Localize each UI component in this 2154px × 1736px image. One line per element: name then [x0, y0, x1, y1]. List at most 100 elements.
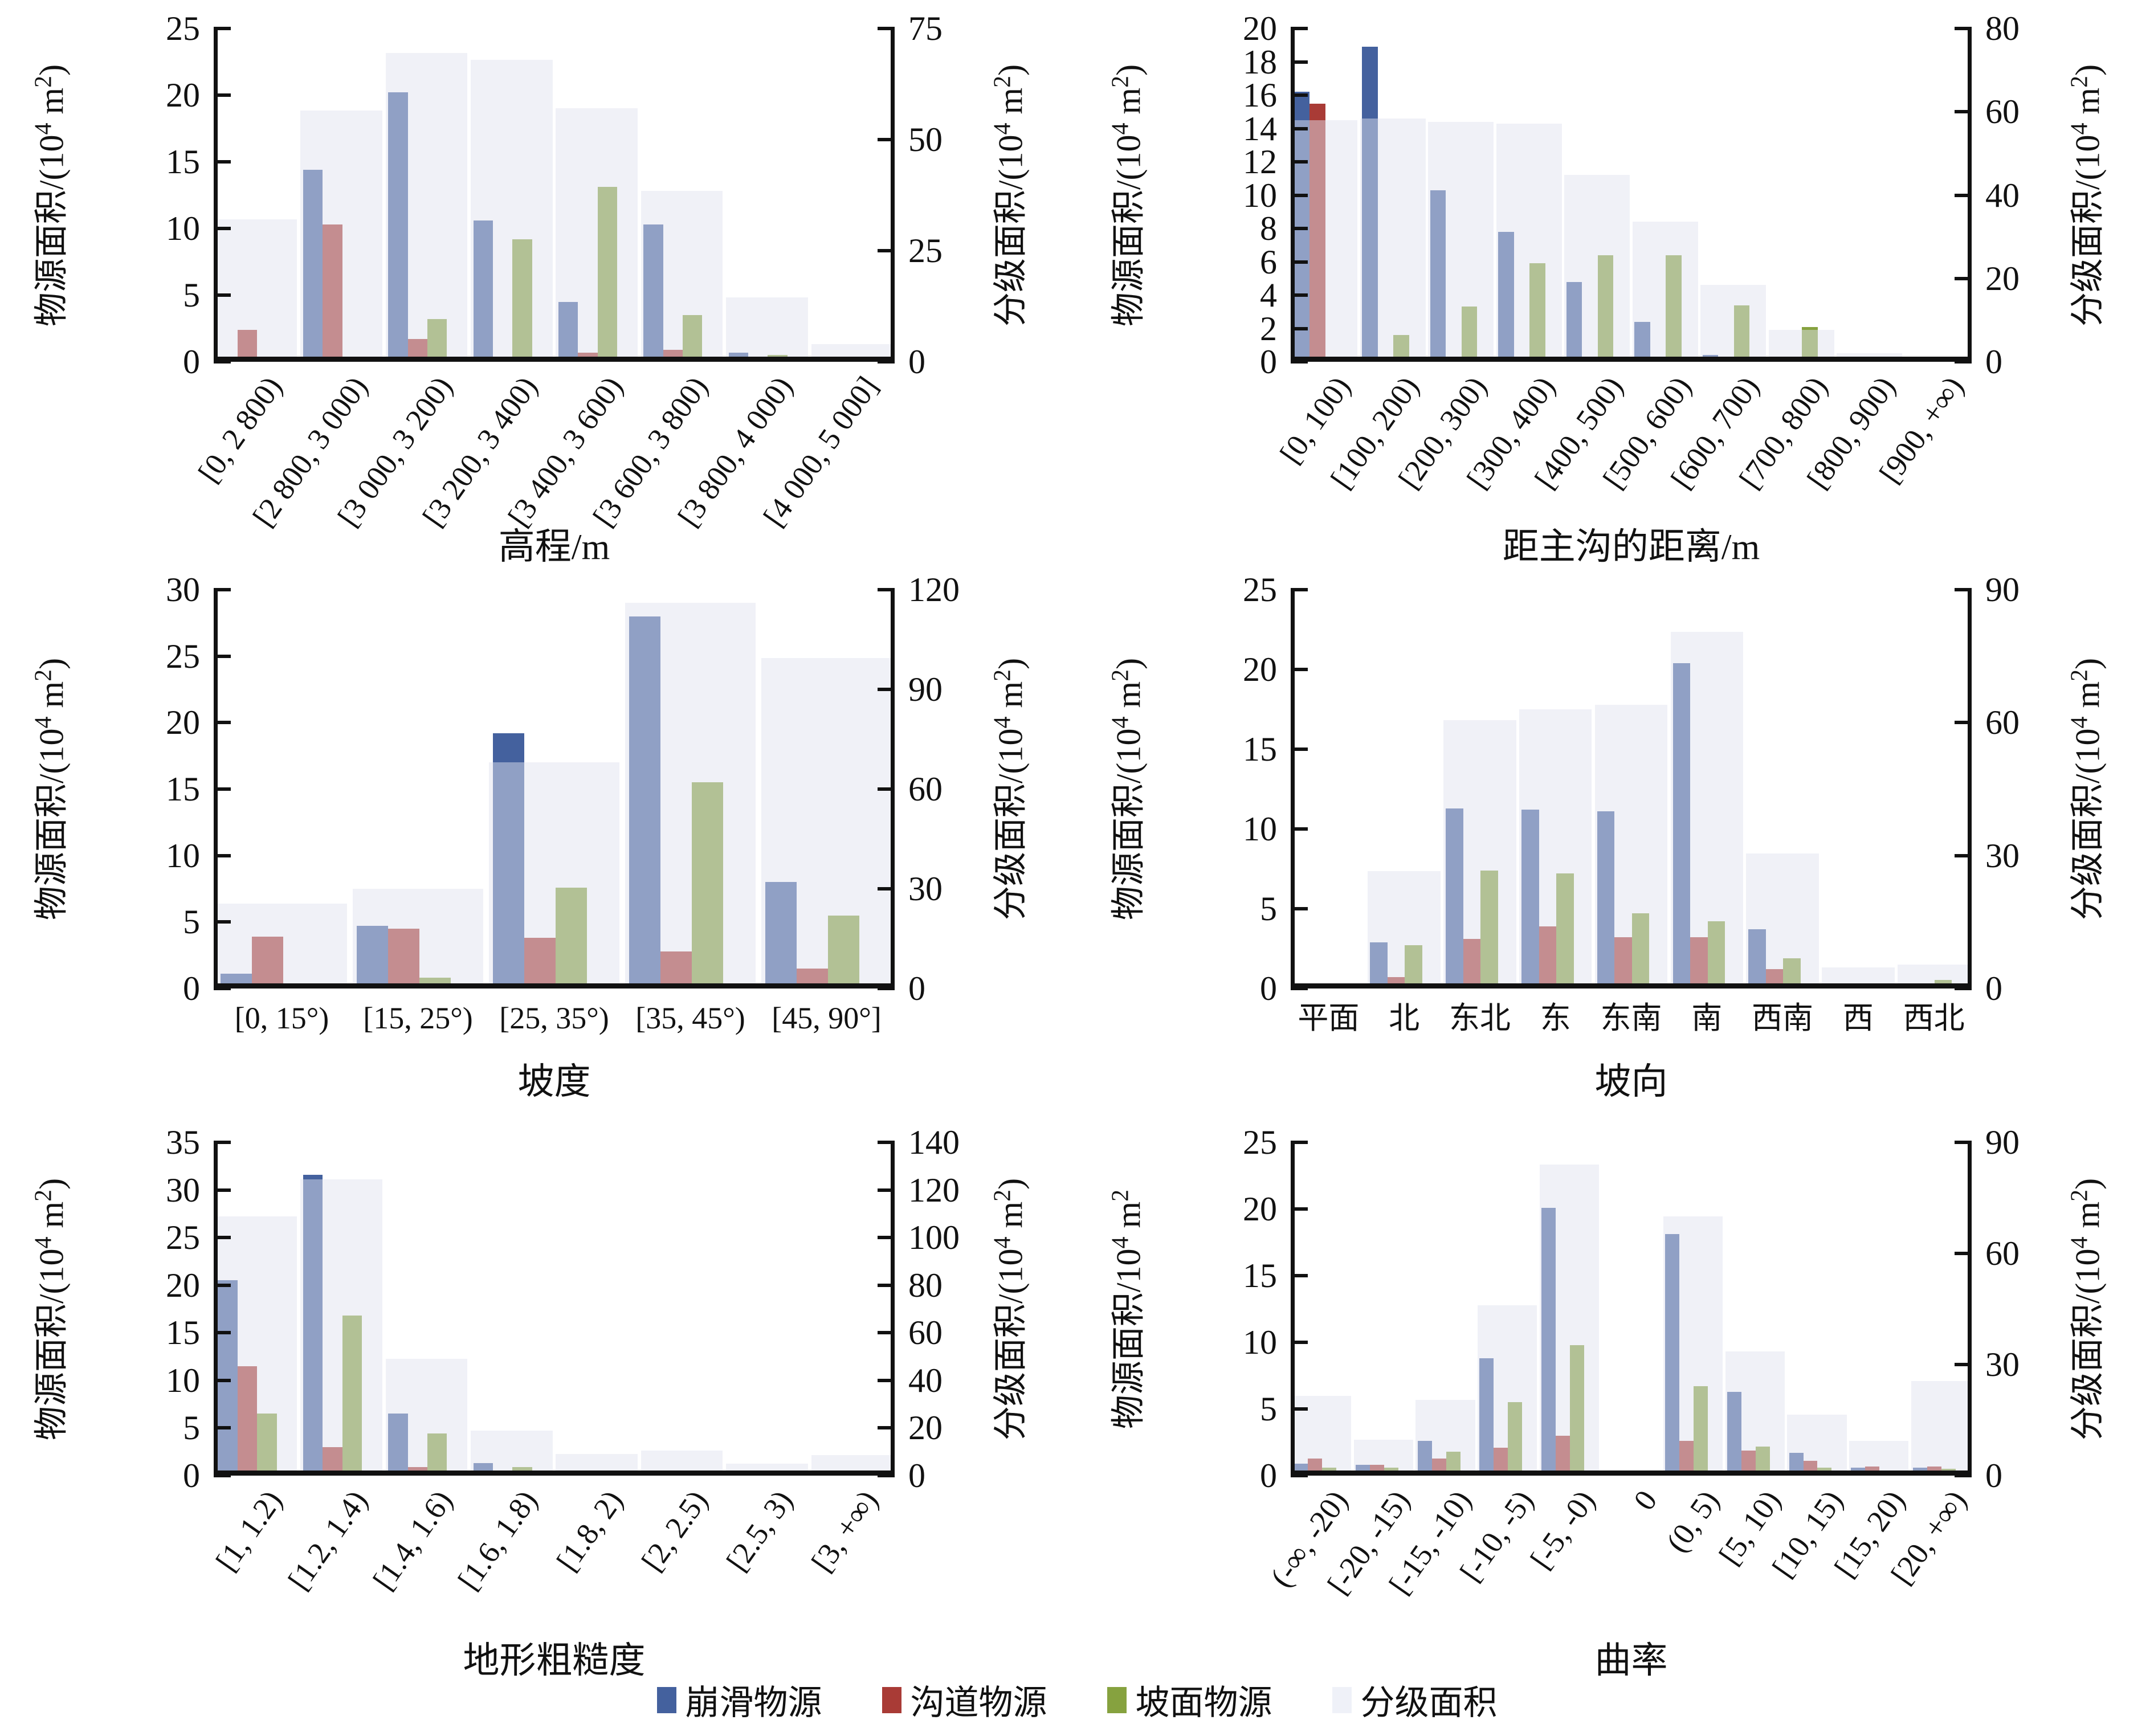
bar-graded-area — [1670, 631, 1743, 989]
y-tick-label: 0 — [1985, 970, 2002, 1007]
bar-graded-area — [300, 111, 382, 362]
y-tick-mark — [878, 1283, 895, 1287]
y-tick-mark — [214, 360, 231, 363]
chart-curvature: 0 5 10 15 20 25 0 30 60 90 (-∞, -20) [-20, -15) [-15… — [1077, 1114, 2154, 1681]
x-axis-title: 地形粗糙度 — [463, 1640, 646, 1681]
y-tick-label: 30 — [166, 571, 200, 608]
y-axis-right-title: 分级面积/(104 m2) — [989, 64, 1030, 326]
y-tick-mark — [1291, 747, 1308, 751]
y-tick-label: 90 — [908, 671, 943, 708]
x-tick-label: [45, 90°] — [772, 1001, 882, 1035]
y-tick-label: 10 — [166, 210, 200, 247]
y-tick-label: 5 — [183, 903, 200, 941]
y-tick-label: 40 — [908, 1361, 943, 1399]
y-tick-mark — [214, 1331, 231, 1335]
y-tick-label: 60 — [1985, 704, 2020, 742]
y-tick-mark — [214, 1378, 231, 1382]
y-tick-mark — [214, 293, 231, 297]
y-tick-mark — [878, 787, 895, 791]
bar-graded-area — [300, 1179, 382, 1476]
x-axis-line — [214, 357, 895, 362]
bar-collapse-slide — [1370, 942, 1388, 989]
y-axis-right-title: 分级面积/(104 m2) — [989, 1178, 1030, 1440]
y-tick-label: 60 — [908, 770, 943, 808]
y-tick-label: 40 — [1985, 176, 2020, 214]
x-axis-line — [214, 983, 895, 989]
y-tick-label: 90 — [1985, 571, 2020, 608]
bar-collapse-slide — [492, 733, 524, 989]
y-axis-right-line — [891, 1142, 895, 1476]
bar-graded-area — [1746, 853, 1819, 989]
y-tick-mark — [214, 1141, 231, 1144]
bar-graded-area — [625, 603, 756, 989]
x-tick-label: 东 — [1540, 1001, 1571, 1035]
y-tick-mark — [214, 1188, 231, 1192]
bar-slope-surface — [1405, 945, 1423, 989]
y-tick-label: 60 — [1985, 1235, 2020, 1272]
bar-graded-area — [1787, 1414, 1847, 1476]
bar-slope-surface — [1666, 255, 1682, 362]
y-tick-label: 80 — [908, 1266, 943, 1304]
x-tick-label: 西北 — [1903, 1001, 1965, 1035]
y-tick-mark — [878, 248, 895, 252]
y-tick-mark — [214, 920, 231, 924]
bar-slope-surface — [342, 1316, 362, 1476]
x-tick-label: 西南 — [1752, 1001, 1814, 1035]
bar-slope-surface — [1707, 921, 1725, 989]
bar-graded-area — [1700, 285, 1767, 362]
legend-label: 坡面物源 — [1135, 1684, 1272, 1722]
y-axis-left-title: 物源面积/104 m2 — [1107, 1189, 1148, 1429]
y-tick-mark — [214, 588, 231, 591]
bar-graded-area — [1443, 720, 1516, 989]
plot-area: 0 2 4 6 8 10 12 14 16 18 20 0 20 40 60 80 [0, 100) [100, … — [1243, 11, 2020, 495]
y-tick-mark — [1291, 588, 1308, 591]
y-tick-label: 16 — [1243, 76, 1277, 114]
y-tick-label: 10 — [1243, 810, 1277, 848]
x-axis-line — [1291, 983, 1972, 989]
bar-slope-surface — [597, 187, 618, 362]
x-axis-line — [214, 1471, 895, 1476]
bar-graded-area — [761, 657, 892, 989]
y-tick-mark — [1291, 326, 1308, 330]
x-axis-title: 高程/m — [498, 526, 610, 567]
y-tick-label: 0 — [908, 1457, 925, 1494]
bar-slope-surface — [1480, 870, 1498, 989]
bar-graded-area — [1768, 330, 1834, 362]
y-tick-mark — [214, 160, 231, 164]
bar-collapse-slide — [558, 301, 578, 362]
y-tick-mark — [1955, 588, 1972, 591]
bar-slope-surface — [827, 915, 859, 989]
bar-collapse-slide — [303, 170, 323, 362]
bar-collapse-slide — [1430, 190, 1446, 362]
x-tick-label: 西 — [1842, 1001, 1874, 1035]
y-tick-label: 8 — [1260, 210, 1277, 247]
y-tick-label: 80 — [1985, 10, 2020, 47]
bar-slope-surface — [1529, 263, 1545, 362]
bar-channel — [524, 938, 556, 989]
x-tick-label: [1.8, 2) — [549, 1484, 630, 1578]
y-tick-mark — [214, 853, 231, 857]
bar-collapse-slide — [1362, 47, 1378, 362]
y-tick-label: 25 — [1243, 1124, 1277, 1161]
y-tick-label: 10 — [1243, 176, 1277, 214]
y-tick-label: 35 — [166, 1124, 200, 1161]
legend-label: 分级面积 — [1360, 1684, 1498, 1722]
bar-graded-area — [1368, 871, 1441, 989]
y-tick-mark — [214, 1283, 231, 1287]
bar-slope-surface — [1802, 326, 1818, 362]
bar-graded-area — [1415, 1399, 1475, 1476]
bar-graded-area — [556, 108, 638, 362]
y-tick-mark — [1955, 1362, 1972, 1366]
x-axis-line — [1291, 357, 1972, 362]
y-axis-right-title: 分级面积/(104 m2) — [2066, 657, 2107, 921]
y-tick-mark — [1291, 160, 1308, 164]
y-tick-label: 140 — [908, 1124, 960, 1161]
bar-collapse-slide — [303, 1174, 323, 1476]
bar-graded-area — [1519, 709, 1592, 989]
bar-graded-area — [1663, 1216, 1723, 1476]
y-tick-label: 14 — [1243, 109, 1277, 148]
y-tick-label: 0 — [183, 970, 200, 1007]
y-tick-mark — [1291, 93, 1308, 97]
bar-graded-area — [352, 889, 484, 989]
bar-collapse-slide — [356, 926, 388, 989]
